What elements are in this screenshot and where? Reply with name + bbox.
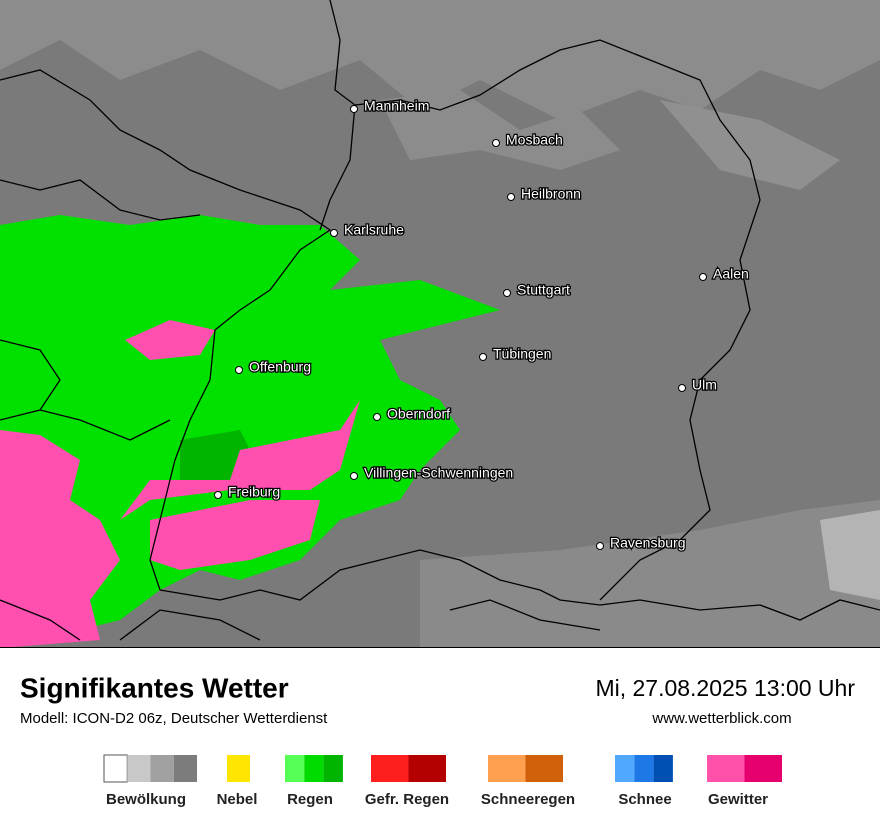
legend-swatch [408,755,446,782]
legend-swatch [127,755,151,782]
city-label: Oberndorf [387,406,450,422]
city-dot [350,105,358,113]
title: Signifikantes Wetter [20,672,289,703]
legend-swatch [525,755,563,782]
city-layer: Mannheim Mosbach Heilbronn Karlsruhe Aal… [214,96,750,552]
legend-swatch [173,755,197,782]
legend-label: Bewölkung [106,791,186,808]
legend-swatch [285,755,305,782]
legend-label: Schneeregen [481,791,575,808]
city-label: Heilbronn [521,186,581,202]
city-label: Stuttgart [517,282,570,298]
city-label: Offenburg [249,359,311,375]
city-dot [699,273,707,281]
city-label: Ravensburg [610,535,686,551]
city-label: Aalen [713,266,749,282]
legend-swatch [323,755,343,782]
city-dot [214,491,222,499]
legend-swatch [615,755,635,782]
city-dot [503,289,511,297]
city-label: Mosbach [506,132,563,148]
legend-swatch [707,755,745,782]
city-label: Ulm [692,377,717,393]
city-dot [479,353,487,361]
website: www.wetterblick.com [651,710,791,727]
legend-swatch [634,755,654,782]
map [0,0,880,648]
legend-swatch [150,755,174,782]
legend-label: Gefr. Regen [365,791,449,808]
legend-swatch [304,755,324,782]
legend-label: Gewitter [708,791,768,808]
city-dot [492,139,500,147]
city-dot [373,413,381,421]
city-dot [678,384,686,392]
city-label: Karlsruhe [344,222,404,238]
city-dot [596,542,604,550]
datetime: Mi, 27.08.2025 13:00 Uhr [595,675,855,701]
legend: Bewölkung Nebel Regen Gefr. Regen Schneerege… [103,754,782,808]
legend-label: Nebel [217,791,258,808]
city-dot [507,193,515,201]
city-label: Tübingen [493,346,551,362]
divider [0,647,880,648]
legend-swatch [103,754,128,783]
legend-swatch [227,755,250,782]
legend-label: Schnee [618,791,671,808]
subtitle: Modell: ICON-D2 06z, Deutscher Wetterdie… [20,710,328,727]
legend-swatch [744,755,782,782]
legend-swatch [653,755,673,782]
city-label: Mannheim [364,98,429,114]
city-dot [330,229,338,237]
city-dot [235,366,243,374]
legend-swatch [488,755,526,782]
city-label: Villingen-Schwenningen [364,465,513,481]
city-dot [350,472,358,480]
legend-label: Regen [287,791,333,808]
legend-swatch [371,755,409,782]
city-label: Freiburg [228,484,280,500]
